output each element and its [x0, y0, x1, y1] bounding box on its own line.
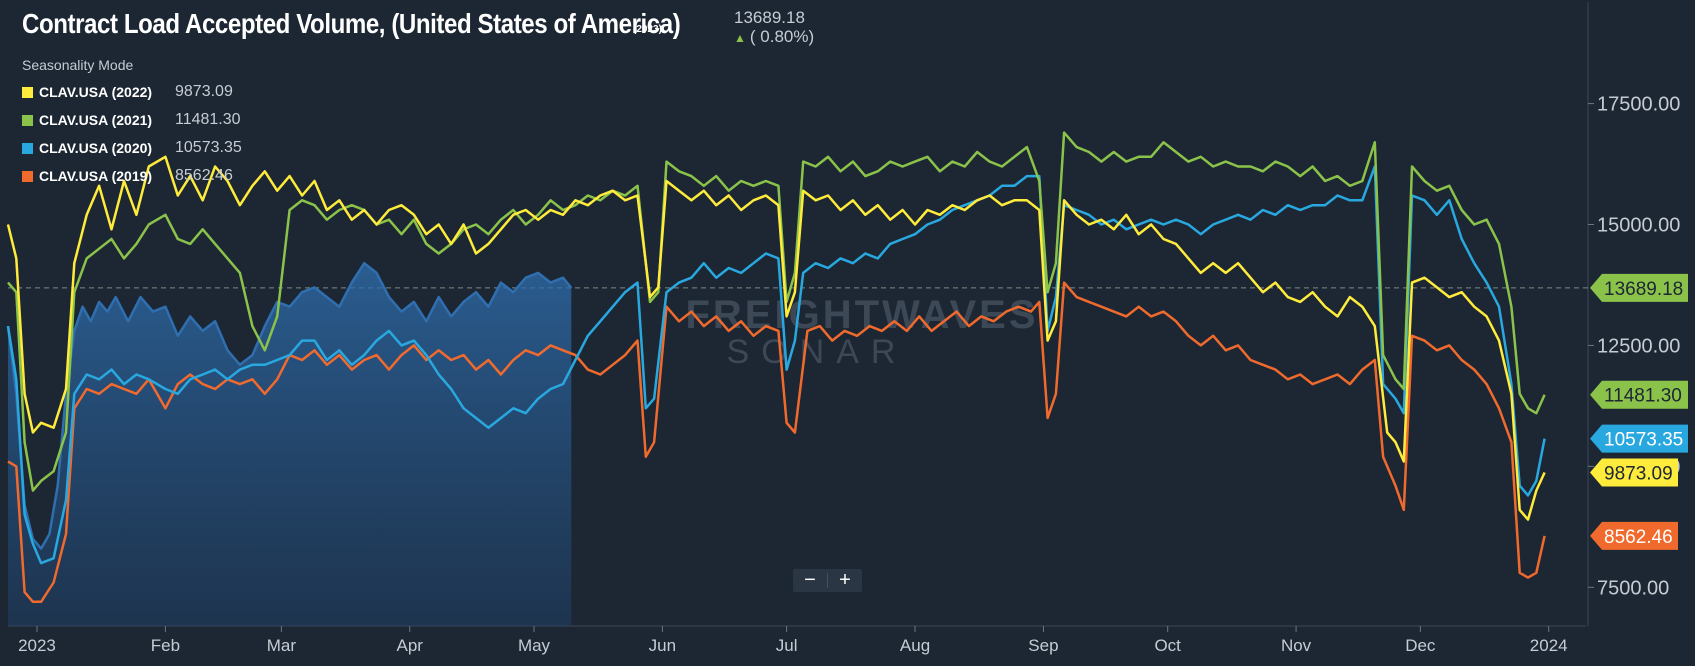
- value-tag-text: 9873.09: [1604, 464, 1673, 485]
- chart-legend: CLAV.USA (2022) 9873.09 CLAV.USA (2021) 114…: [22, 78, 242, 190]
- y-tick-label: 17500.00: [1597, 94, 1680, 116]
- legend-series-value: 8562.46: [175, 167, 233, 184]
- chart-title: Contract Load Accepted Volume, (United S…: [22, 8, 681, 39]
- x-tick-label: Jul: [776, 636, 798, 655]
- series-area-s2023: [8, 263, 572, 626]
- headline-change-text: ( 0.80%): [749, 27, 815, 46]
- legend-series-name: CLAV.USA (2022): [39, 84, 153, 100]
- value-tag-s2023: 13689.18: [1590, 273, 1688, 302]
- value-tag-s2019: 8562.46: [1590, 521, 1678, 550]
- x-tick-label: Nov: [1281, 636, 1312, 655]
- series-line-s2022: [6, 155, 1546, 521]
- chart-title-year: (2023): [633, 24, 662, 35]
- watermark-brand: FREIGHTWAVES: [685, 293, 1038, 337]
- zoom-out-button[interactable]: −: [804, 569, 816, 591]
- x-tick-label: Feb: [151, 636, 180, 655]
- series-line-s2023: [6, 261, 573, 550]
- x-tick-label: Aug: [900, 636, 930, 655]
- headline-current-value: 13689.18: [734, 8, 805, 27]
- series-line-s2019: [7, 281, 1546, 604]
- value-tag-text: 11481.30: [1604, 386, 1682, 407]
- value-tag-badge: [1590, 424, 1688, 453]
- value-tag-text: 13689.18: [1604, 279, 1683, 300]
- x-tick-label: May: [518, 636, 551, 655]
- legend-item[interactable]: CLAV.USA (2019) 8562.46: [22, 162, 242, 190]
- value-tag-text: 10573.35: [1604, 430, 1683, 451]
- watermark-sonar: SONAR: [727, 333, 908, 371]
- y-tick-label: 12500.00: [1597, 335, 1680, 357]
- x-tick-label: Sep: [1028, 636, 1058, 655]
- value-tag-badge: [1590, 521, 1678, 550]
- legend-item[interactable]: CLAV.USA (2022) 9873.09: [22, 78, 242, 106]
- legend-series-value: 9873.09: [175, 83, 233, 100]
- value-tag-s2020: 10573.35: [1590, 424, 1688, 453]
- zoom-controls: − +: [793, 569, 862, 592]
- x-tick-label: Mar: [267, 636, 297, 655]
- x-tick-label: 2023: [18, 636, 56, 655]
- zoom-in-button[interactable]: +: [839, 569, 851, 591]
- legend-series-value: 10573.35: [175, 139, 242, 156]
- value-tag-badge: [1590, 380, 1688, 409]
- series-line-s2020: [6, 165, 1546, 565]
- legend-item[interactable]: CLAV.USA (2021) 11481.30: [22, 106, 242, 134]
- legend-swatch: [22, 170, 33, 182]
- value-tag-s2022: 9873.09: [1590, 458, 1678, 487]
- legend-swatch: [22, 114, 33, 126]
- seasonality-mode-label: Seasonality Mode: [22, 57, 134, 73]
- value-tag-badge: [1590, 273, 1688, 302]
- value-tag-text: 8562.46: [1604, 527, 1673, 548]
- legend-swatch: [22, 142, 33, 154]
- legend-swatch: [22, 86, 33, 98]
- x-tick-label: Dec: [1405, 636, 1436, 655]
- y-tick-label: 15000.00: [1597, 215, 1680, 237]
- x-tick-label: Jun: [649, 636, 676, 655]
- value-tag-badge: [1590, 458, 1678, 487]
- x-tick-label: Oct: [1154, 636, 1181, 655]
- y-tick-label: 7500.00: [1597, 577, 1669, 599]
- x-tick-label: 2024: [1530, 636, 1568, 655]
- legend-series-name: CLAV.USA (2021): [39, 112, 153, 128]
- legend-series-value: 11481.30: [175, 111, 241, 128]
- legend-series-name: CLAV.USA (2020): [39, 140, 153, 156]
- headline-change: ▲( 0.80%): [734, 27, 814, 48]
- legend-item[interactable]: CLAV.USA (2020) 10573.35: [22, 134, 242, 162]
- zoom-separator: [827, 573, 828, 588]
- legend-series-name: CLAV.USA (2019): [39, 168, 153, 184]
- up-arrow-icon: ▲: [734, 31, 746, 45]
- x-tick-label: Apr: [397, 636, 424, 655]
- headline-block: 13689.18 ▲( 0.80%): [734, 8, 814, 48]
- value-tag-s2021: 11481.30: [1590, 380, 1688, 409]
- chart-header: Contract Load Accepted Volume, (United S…: [22, 8, 787, 40]
